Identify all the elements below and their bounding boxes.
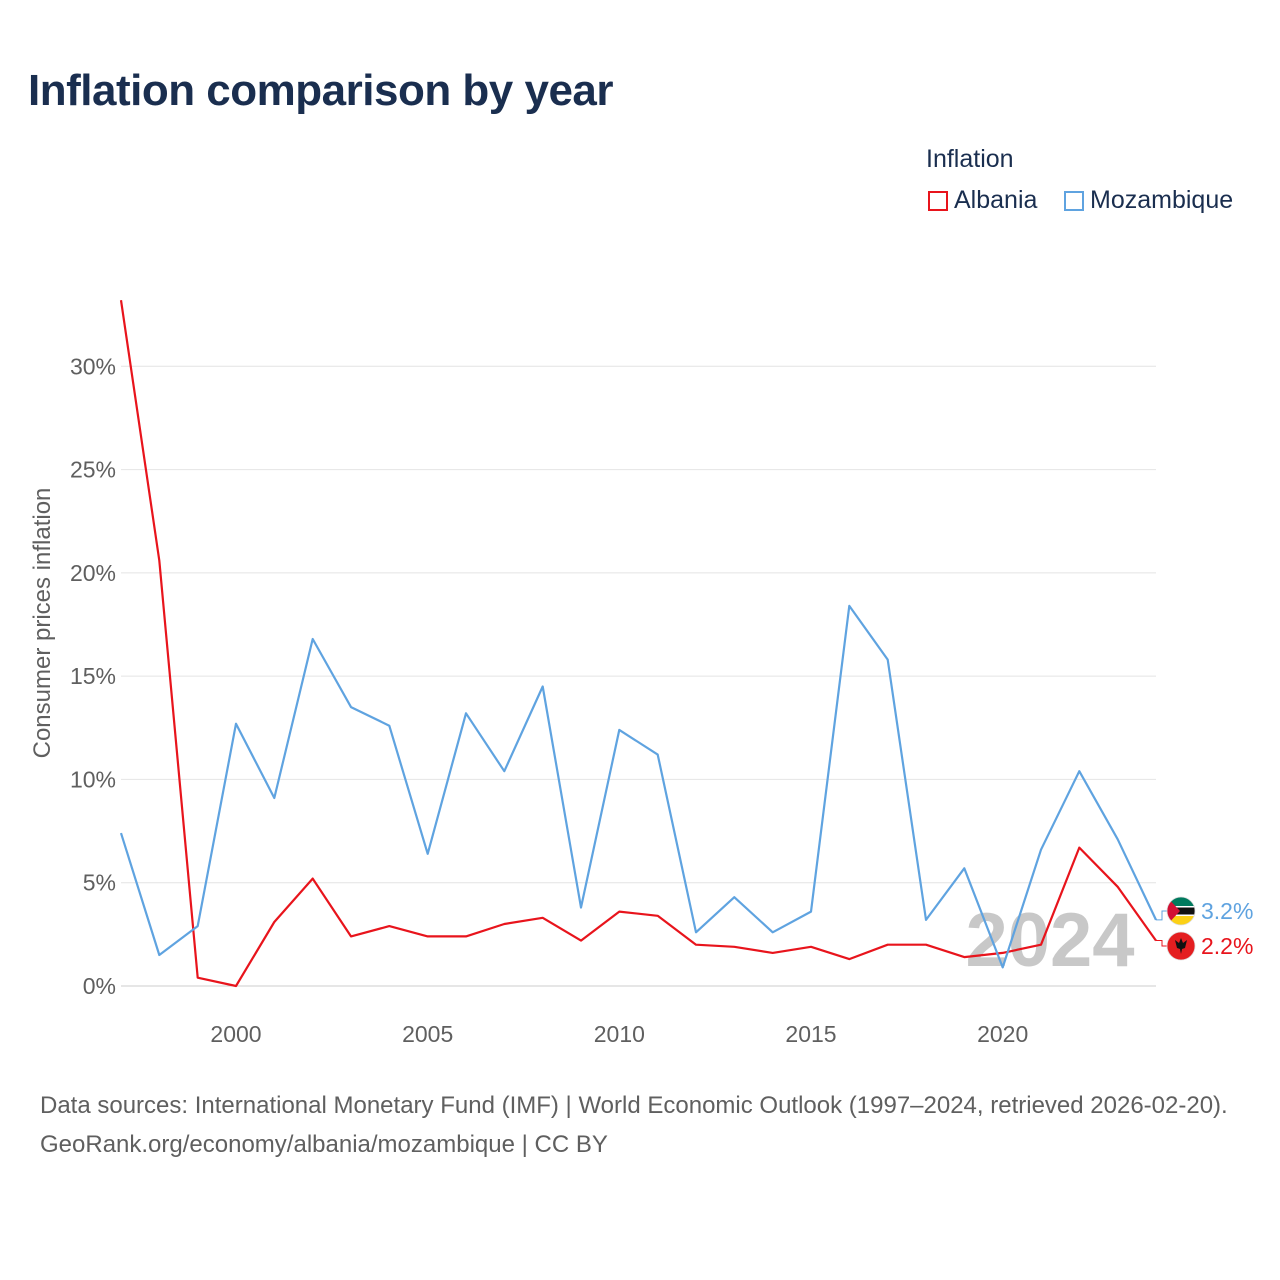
y-tick-label: 25% xyxy=(70,457,116,483)
series-lines xyxy=(119,300,1157,988)
legend-title: Inflation xyxy=(926,145,1014,173)
legend-label-albania: Albania xyxy=(954,186,1038,214)
year-watermark: 2024 xyxy=(965,898,1134,983)
line-chart: 2024 0% 5% 10% 15% 20% 25% 30% 2000 2005 2010 201… xyxy=(29,300,1253,1047)
gridlines xyxy=(121,365,1156,987)
series-line-mozambique[interactable] xyxy=(119,604,1157,969)
x-axis-ticks: 2000 2005 2010 2015 2020 xyxy=(210,1021,1028,1047)
y-tick-label: 5% xyxy=(83,870,116,896)
footer: Data sources: International Monetary Fun… xyxy=(40,1086,1260,1164)
x-tick-label: 2005 xyxy=(402,1021,453,1047)
y-axis-ticks: 0% 5% 10% 15% 20% 25% 30% xyxy=(70,353,116,999)
legend-swatch-albania xyxy=(928,190,948,211)
y-tick-label: 30% xyxy=(70,353,116,379)
y-tick-label: 15% xyxy=(70,663,116,689)
legend-item-mozambique[interactable]: Mozambique xyxy=(1064,186,1233,215)
footer-sources: Data sources: International Monetary Fun… xyxy=(40,1092,1228,1119)
chart-title: Inflation comparison by year xyxy=(28,66,614,115)
y-axis-label: Consumer prices inflation xyxy=(29,488,56,759)
flag-icon-albania xyxy=(1166,931,1196,961)
x-tick-label: 2010 xyxy=(594,1021,645,1047)
y-tick-label: 0% xyxy=(83,973,116,999)
legend-label-mozambique: Mozambique xyxy=(1090,186,1234,214)
series-end-markers: 2.2% 3.2% xyxy=(1156,896,1253,961)
x-tick-label: 2000 xyxy=(210,1021,261,1047)
x-tick-label: 2015 xyxy=(785,1021,836,1047)
leader-line-albania xyxy=(1156,940,1169,947)
series-line-albania[interactable] xyxy=(119,300,1157,988)
footer-attribution[interactable]: GeoRank.org/economy/albania/mozambique |… xyxy=(40,1131,608,1158)
y-tick-label: 10% xyxy=(70,766,116,792)
flag-icon-mozambique xyxy=(1166,896,1196,926)
end-label-mozambique: 3.2% xyxy=(1201,898,1253,924)
leader-line-mozambique xyxy=(1156,910,1169,921)
y-tick-label: 20% xyxy=(70,560,116,586)
end-label-albania: 2.2% xyxy=(1201,933,1253,959)
x-tick-label: 2020 xyxy=(977,1021,1028,1047)
legend-item-albania[interactable]: Albania xyxy=(928,186,1037,215)
legend-swatch-mozambique xyxy=(1064,190,1084,211)
